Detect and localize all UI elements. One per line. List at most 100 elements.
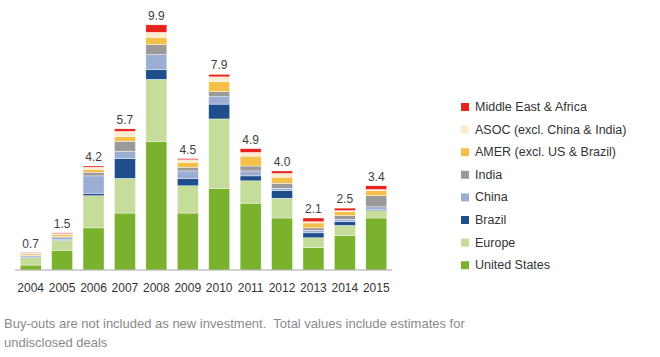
bar-segment xyxy=(272,218,293,270)
bar-segment xyxy=(146,141,167,270)
x-tick-label: 2005 xyxy=(49,281,76,295)
bar-segment xyxy=(303,238,324,248)
bar-segment xyxy=(177,213,198,270)
caption: undisclosed deals xyxy=(4,335,108,350)
x-tick-label: 2015 xyxy=(363,281,390,295)
bar-segment xyxy=(146,45,167,55)
total-label: 4.0 xyxy=(274,155,291,169)
bar-segment xyxy=(146,37,167,44)
total-label: 4.5 xyxy=(179,143,196,157)
bar-segment xyxy=(366,186,387,190)
bar-segment xyxy=(209,74,230,76)
bar-segment xyxy=(303,218,324,222)
legend-label: India xyxy=(475,168,502,182)
bar-segment xyxy=(240,181,261,203)
bar-segment xyxy=(146,69,167,79)
x-tick-label: 2009 xyxy=(174,281,201,295)
bar-segment xyxy=(83,196,104,228)
x-tick-label: 2011 xyxy=(238,281,264,295)
bar-segment xyxy=(20,255,41,257)
bar-segment xyxy=(177,159,198,160)
bar-segment xyxy=(366,207,387,209)
bar-segment xyxy=(240,176,261,181)
bar-segment xyxy=(366,196,387,207)
bar-segment xyxy=(366,218,387,270)
x-tick-label: 2006 xyxy=(80,281,107,295)
bar-segment xyxy=(114,131,135,136)
bar-segment xyxy=(240,149,261,153)
bar-segment xyxy=(83,228,104,270)
bar-segment xyxy=(209,92,230,97)
bar-segment xyxy=(114,213,135,270)
bar-segment xyxy=(272,171,293,173)
x-tick-label: 2012 xyxy=(269,281,296,295)
bar-segment xyxy=(114,178,135,213)
total-label: 3.4 xyxy=(368,170,385,184)
bar-segment xyxy=(272,177,293,183)
bar-segment xyxy=(146,25,167,32)
bar-segment xyxy=(177,162,198,167)
bar-segment xyxy=(240,152,261,156)
legend-swatch xyxy=(461,216,469,224)
bar-segment xyxy=(20,252,41,253)
bar-segment xyxy=(303,223,324,228)
legend-label: Europe xyxy=(475,236,515,250)
bar-segment xyxy=(83,193,104,195)
bar-segment xyxy=(334,212,355,216)
legend-label: ASOC (excl. China & India) xyxy=(475,123,626,137)
total-label: 4.9 xyxy=(242,133,259,147)
bar-segment xyxy=(20,253,41,255)
legend-swatch xyxy=(461,103,469,111)
bar-segment xyxy=(177,167,198,171)
bar-segment xyxy=(272,198,293,218)
bar-segment xyxy=(366,191,387,196)
legend-swatch xyxy=(461,239,469,247)
bar-segment xyxy=(303,248,324,270)
bar-segment xyxy=(177,178,198,185)
bar-segment xyxy=(52,234,73,235)
x-tick-label: 2010 xyxy=(206,281,233,295)
bar-segment xyxy=(272,183,293,188)
bar-segment xyxy=(240,203,261,270)
legend-label: Brazil xyxy=(475,213,506,227)
bar-segment xyxy=(303,233,324,238)
bar-segment xyxy=(240,156,261,166)
bar-segment xyxy=(20,258,41,265)
x-tick-label: 2004 xyxy=(17,281,44,295)
bar-segment xyxy=(52,232,73,234)
bar-segment xyxy=(83,172,104,176)
total-label: 2.1 xyxy=(305,202,322,216)
total-label: 1.5 xyxy=(54,217,71,231)
bar-segment xyxy=(114,159,135,179)
legend-swatch xyxy=(461,171,469,179)
bar-segment xyxy=(114,136,135,141)
bar-segment xyxy=(52,240,73,250)
bar-segment xyxy=(209,77,230,82)
x-tick-label: 2008 xyxy=(143,281,170,295)
bar-segment xyxy=(209,82,230,92)
bar-segment xyxy=(177,160,198,162)
bar-segment xyxy=(177,171,198,178)
bar-segment xyxy=(83,167,104,169)
bar-segment xyxy=(20,265,41,270)
bar-segment xyxy=(146,32,167,37)
bar-segment xyxy=(83,166,104,167)
bar-segment xyxy=(52,238,73,240)
total-label: 4.2 xyxy=(85,150,102,164)
chart: 0.71.54.25.79.94.57.94.94.02.12.53.42004… xyxy=(0,0,660,357)
bar-segment xyxy=(366,211,387,218)
bar-segment xyxy=(146,79,167,141)
bar-segment xyxy=(177,186,198,213)
total-label: 0.7 xyxy=(22,237,39,251)
legend: Middle East & AfricaASOC (excl. China & … xyxy=(461,100,626,272)
bars xyxy=(20,25,387,270)
legend-swatch xyxy=(461,148,469,156)
bar-segment xyxy=(272,173,293,177)
bar-segment xyxy=(52,235,73,237)
x-axis xyxy=(15,270,392,271)
bar-segment xyxy=(209,97,230,104)
bar-segment xyxy=(114,141,135,151)
bar-segment xyxy=(334,225,355,235)
total-label: 5.7 xyxy=(117,113,134,127)
bar-segment xyxy=(20,256,41,257)
